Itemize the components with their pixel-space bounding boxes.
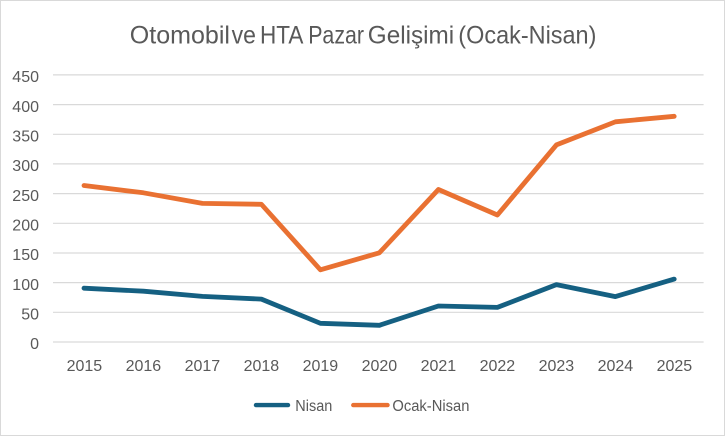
- svg-text:2024: 2024: [598, 358, 634, 375]
- svg-text:Nisan: Nisan: [295, 398, 332, 415]
- svg-text:HTA: HTA: [260, 21, 304, 49]
- svg-text:2017: 2017: [185, 358, 221, 375]
- svg-text:300: 300: [12, 158, 39, 175]
- svg-text:Otomobil: Otomobil: [130, 21, 230, 49]
- svg-text:2020: 2020: [362, 358, 398, 375]
- svg-text:Pazar: Pazar: [308, 21, 364, 49]
- svg-text:0: 0: [30, 336, 39, 353]
- svg-text:2015: 2015: [67, 358, 103, 375]
- svg-text:2018: 2018: [244, 358, 280, 375]
- svg-text:Ocak-Nisan: Ocak-Nisan: [392, 398, 469, 415]
- svg-text:200: 200: [12, 218, 39, 235]
- svg-text:2021: 2021: [421, 358, 457, 375]
- svg-text:2019: 2019: [303, 358, 339, 375]
- svg-text:100: 100: [12, 277, 39, 294]
- svg-text:50: 50: [21, 307, 39, 324]
- svg-text:2022: 2022: [480, 358, 516, 375]
- svg-text:2016: 2016: [126, 358, 162, 375]
- svg-text:450: 450: [12, 69, 39, 86]
- svg-text:250: 250: [12, 188, 39, 205]
- svg-text:2025: 2025: [657, 358, 693, 375]
- svg-text:150: 150: [12, 247, 39, 264]
- svg-text:2023: 2023: [539, 358, 575, 375]
- svg-text:ve: ve: [232, 21, 256, 49]
- svg-text:400: 400: [12, 99, 39, 116]
- svg-text:Gelişimi: Gelişimi: [368, 21, 454, 49]
- svg-text:350: 350: [12, 129, 39, 146]
- svg-text:(Ocak-Nisan): (Ocak-Nisan): [458, 21, 596, 49]
